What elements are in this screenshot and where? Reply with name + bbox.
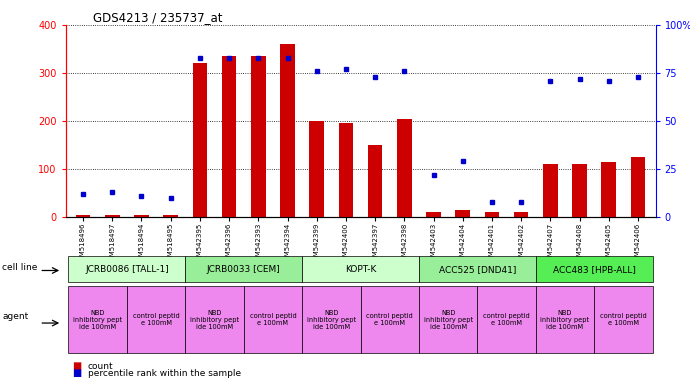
Text: control peptid
e 100mM: control peptid e 100mM bbox=[483, 313, 530, 326]
Bar bbox=[186, 286, 244, 353]
Bar bbox=[309, 121, 324, 217]
Bar bbox=[368, 145, 382, 217]
Bar bbox=[302, 256, 419, 282]
Text: control peptid
e 100mM: control peptid e 100mM bbox=[600, 313, 647, 326]
Bar bbox=[244, 286, 302, 353]
Bar bbox=[76, 215, 90, 217]
Text: KOPT-K: KOPT-K bbox=[345, 265, 376, 274]
Text: JCRB0033 [CEM]: JCRB0033 [CEM] bbox=[207, 265, 281, 274]
Text: NBD
inhibitory pept
ide 100mM: NBD inhibitory pept ide 100mM bbox=[307, 310, 356, 330]
Text: NBD
inhibitory pept
ide 100mM: NBD inhibitory pept ide 100mM bbox=[190, 310, 239, 330]
Bar bbox=[535, 286, 594, 353]
Bar bbox=[302, 286, 361, 353]
Bar bbox=[419, 256, 535, 282]
Bar bbox=[68, 286, 127, 353]
Text: percentile rank within the sample: percentile rank within the sample bbox=[88, 369, 241, 378]
Bar bbox=[477, 286, 535, 353]
Bar bbox=[193, 63, 207, 217]
Text: ■: ■ bbox=[72, 368, 81, 378]
Text: NBD
inhibitory pept
ide 100mM: NBD inhibitory pept ide 100mM bbox=[73, 310, 122, 330]
Bar bbox=[105, 215, 119, 217]
Bar bbox=[280, 44, 295, 217]
Text: NBD
inhibitory pept
ide 100mM: NBD inhibitory pept ide 100mM bbox=[424, 310, 473, 330]
Text: ACC483 [HPB-ALL]: ACC483 [HPB-ALL] bbox=[553, 265, 635, 274]
Bar bbox=[251, 56, 266, 217]
Bar bbox=[455, 210, 470, 217]
Bar bbox=[186, 256, 302, 282]
Bar bbox=[360, 286, 419, 353]
Bar bbox=[164, 215, 178, 217]
Text: ■: ■ bbox=[72, 361, 81, 371]
Text: control peptid
e 100mM: control peptid e 100mM bbox=[132, 313, 179, 326]
Bar bbox=[221, 56, 237, 217]
Bar bbox=[631, 157, 645, 217]
Bar bbox=[594, 286, 653, 353]
Bar bbox=[514, 212, 529, 217]
Text: JCRB0086 [TALL-1]: JCRB0086 [TALL-1] bbox=[85, 265, 169, 274]
Text: agent: agent bbox=[2, 312, 28, 321]
Bar bbox=[426, 212, 441, 217]
Text: NBD
inhibitory pept
ide 100mM: NBD inhibitory pept ide 100mM bbox=[540, 310, 589, 330]
Text: ACC525 [DND41]: ACC525 [DND41] bbox=[439, 265, 516, 274]
Bar bbox=[68, 256, 186, 282]
Bar bbox=[602, 162, 616, 217]
Text: cell line: cell line bbox=[2, 263, 37, 272]
Bar bbox=[572, 164, 587, 217]
Bar bbox=[484, 212, 500, 217]
Text: GDS4213 / 235737_at: GDS4213 / 235737_at bbox=[93, 12, 223, 25]
Text: control peptid
e 100mM: control peptid e 100mM bbox=[250, 313, 296, 326]
Bar bbox=[339, 123, 353, 217]
Bar bbox=[134, 215, 149, 217]
Bar bbox=[535, 256, 653, 282]
Bar bbox=[397, 119, 412, 217]
Bar bbox=[127, 286, 186, 353]
Text: count: count bbox=[88, 362, 113, 371]
Bar bbox=[543, 164, 558, 217]
Text: control peptid
e 100mM: control peptid e 100mM bbox=[366, 313, 413, 326]
Bar bbox=[419, 286, 477, 353]
